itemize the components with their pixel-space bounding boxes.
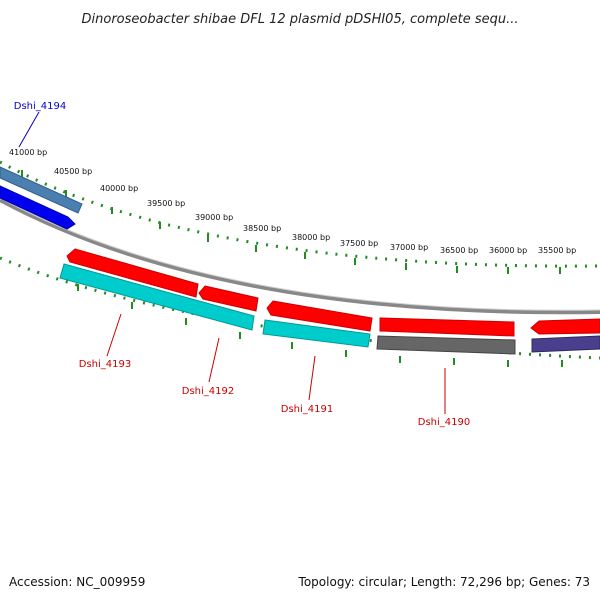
ruler: 41000 bp 40500 bp 40000 bp 39500 bp 39000 bp… [0,148,600,274]
summary-text: Topology: circular; Length: 72,296 bp; G… [298,575,590,589]
gene-steelblue[interactable] [0,166,83,214]
ruler-label: 36000 bp [489,246,527,255]
gene-dshi-4192[interactable] [262,319,371,348]
ruler-label: 41000 bp [9,148,47,157]
gene-forward-5[interactable] [530,318,600,335]
ruler-label: 35500 bp [538,246,576,255]
ruler-label: 40500 bp [54,167,92,176]
gene-forward-4[interactable] [379,317,515,337]
ruler-label: 36500 bp [440,246,478,255]
ruler-label: 40000 bp [100,184,138,193]
callout-line-dshi-4194 [18,111,40,148]
gene-dshi-4193[interactable] [59,263,255,331]
ruler-label: 38000 bp [292,233,330,242]
gene-label-dshi-4192[interactable]: Dshi_4192 [182,386,234,397]
ruler-ticks [21,170,561,274]
ruler-label: 39000 bp [195,213,233,222]
gene-purple[interactable] [531,335,600,353]
gene-label-dshi-4190[interactable]: Dshi_4190 [418,417,470,428]
callout-line-dshi-4192 [208,337,220,383]
ruler-label: 37000 bp [390,243,428,252]
gene-forward-1[interactable] [66,248,199,298]
gene-dshi-4194[interactable] [0,185,76,230]
ruler-label: 37500 bp [340,239,378,248]
inner-ruler-ticks [77,284,563,367]
accession-text: Accession: NC_009959 [9,575,145,589]
plasmid-backbone [0,198,600,315]
gene-label-dshi-4194[interactable]: Dshi_4194 [14,101,66,112]
gene-label-dshi-4191[interactable]: Dshi_4191 [281,404,333,415]
callout-line-dshi-4191 [308,355,316,401]
callout-line-dshi-4193 [106,313,122,357]
ruler-labels: 41000 bp 40500 bp 40000 bp 39500 bp 39000 bp… [9,148,576,255]
gene-labels: Dshi_4194 Dshi_4193 Dshi_4192 Dshi_4191 … [14,101,470,428]
gene-forward-2[interactable] [198,285,259,312]
gene-label-dshi-4193[interactable]: Dshi_4193 [79,359,131,370]
map-title: Dinoroseobacter shibae DFL 12 plasmid pD… [82,12,519,27]
gene-dshi-4190[interactable] [376,335,516,355]
backbone-highlight [0,197,600,311]
ruler-label: 38500 bp [243,224,281,233]
gene-forward-3[interactable] [266,300,373,332]
gene-callouts [18,111,446,414]
ruler-label: 39500 bp [147,199,185,208]
